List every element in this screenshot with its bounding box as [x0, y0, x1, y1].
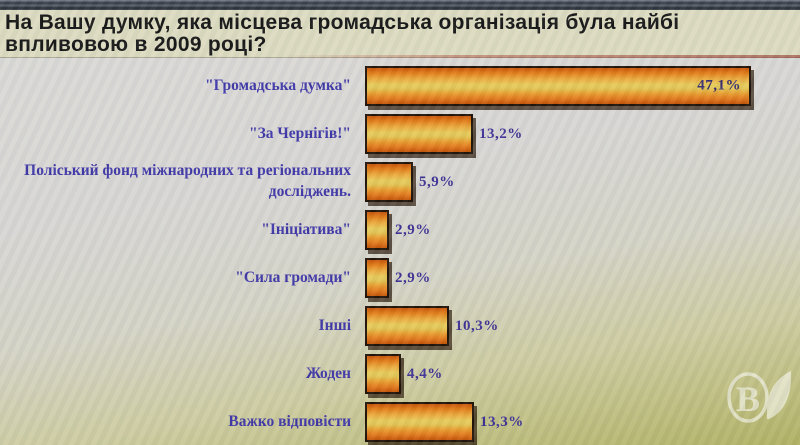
question-title: На Вашу думку, яка місцева громадська ор… — [0, 10, 800, 58]
category-label: Інші — [318, 316, 351, 334]
category-label: "Ініціатива" — [261, 220, 351, 238]
value-label: 10,3% — [455, 317, 499, 334]
leaf-letter-v-icon: В — [727, 371, 792, 423]
value-label: 47,1% — [697, 77, 741, 94]
chart-row: Жоден 4,4% — [0, 350, 800, 398]
chart-row: "Громадська думка" 47,1% — [0, 62, 800, 110]
chart-row: Важко відповісти 13,3% — [0, 398, 800, 445]
bar — [365, 402, 474, 442]
bar — [365, 162, 413, 202]
category-label: Жоден — [305, 364, 351, 382]
chart-row: Поліський фонд міжнародних та регіональн… — [0, 158, 800, 206]
bar — [365, 354, 401, 394]
bar — [365, 306, 449, 346]
value-label: 5,9% — [419, 173, 455, 190]
bar — [365, 210, 389, 250]
bar: 47,1% — [365, 66, 751, 106]
chart-row: "Ініціатива" 2,9% — [0, 206, 800, 254]
question-title-line1: На Вашу думку, яка місцева громадська ор… — [5, 11, 680, 34]
svg-text:В: В — [736, 379, 760, 419]
bar — [365, 258, 389, 298]
screen-glare-streak — [280, 55, 800, 58]
category-label: "За Чернігів!" — [248, 124, 351, 142]
category-label: "Сила громади" — [235, 268, 351, 286]
screen-top-edge — [0, 0, 800, 10]
value-label: 4,4% — [407, 365, 443, 382]
chart-row: "За Чернігів!" 13,2% — [0, 110, 800, 158]
bar — [365, 114, 473, 154]
value-label: 13,2% — [479, 125, 523, 142]
value-label: 13,3% — [480, 413, 524, 430]
channel-logo-watermark: В — [699, 369, 794, 429]
question-title-line2: впливовою в 2009 році? — [5, 33, 267, 56]
category-label: "Громадська думка" — [204, 76, 351, 94]
chart-row: "Сила громади" 2,9% — [0, 254, 800, 302]
category-label: Поліський фонд міжнародних та регіональн… — [24, 162, 351, 200]
value-label: 2,9% — [395, 221, 431, 238]
bar-chart: "Громадська думка" 47,1% "За Чернігів!" … — [0, 58, 800, 445]
category-label: Важко відповісти — [228, 412, 351, 430]
value-label: 2,9% — [395, 269, 431, 286]
chart-row: Інші 10,3% — [0, 302, 800, 350]
